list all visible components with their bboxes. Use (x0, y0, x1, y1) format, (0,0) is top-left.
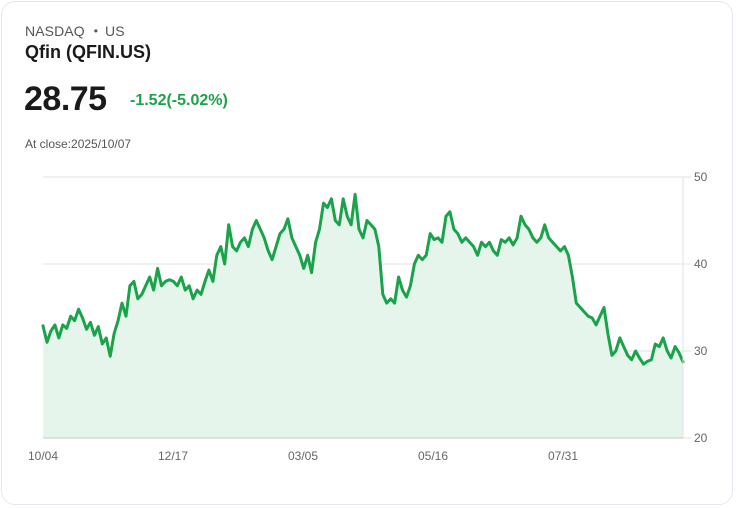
x-tick-label: 03/05 (288, 449, 318, 463)
x-tick-label: 05/16 (418, 449, 448, 463)
y-axis-ticks: 50 40 30 20 (683, 170, 708, 445)
y-tick-label: 40 (694, 257, 708, 271)
x-tick-label: 07/31 (548, 449, 578, 463)
y-tick-label: 50 (694, 170, 708, 184)
stock-title: Qfin (QFIN.US) (25, 42, 151, 62)
x-tick-label: 10/04 (28, 449, 58, 463)
region-name: US (105, 23, 125, 39)
y-tick-label: 30 (694, 344, 708, 358)
x-tick-label: 12/17 (158, 449, 188, 463)
close-timestamp: At close:2025/10/07 (25, 137, 132, 151)
exchange-name: NASDAQ (25, 23, 85, 39)
price-change: -1.52(-5.02%) (130, 92, 228, 109)
x-axis-ticks: 10/04 12/17 03/05 05/16 07/31 (28, 449, 578, 463)
exchange-info: NASDAQ • US (25, 23, 125, 39)
separator-dot: • (93, 24, 99, 38)
price-area-fill (43, 194, 683, 438)
y-tick-label: 20 (694, 431, 708, 445)
price-line (41, 192, 685, 366)
current-price: 28.75 (24, 80, 107, 118)
